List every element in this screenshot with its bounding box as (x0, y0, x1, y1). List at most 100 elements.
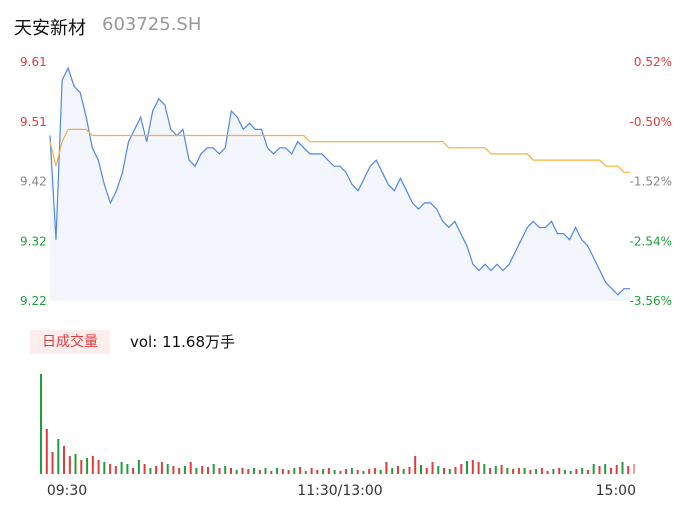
volume-bar (97, 460, 100, 474)
volume-bar (172, 466, 175, 474)
volume-bar (103, 462, 106, 474)
volume-bar (333, 470, 336, 474)
price-area (50, 68, 630, 301)
volume-bar (425, 468, 428, 474)
volume-bar (264, 468, 267, 474)
volume-readout: vol: 11.68万手 (130, 333, 235, 351)
volume-bar (494, 466, 497, 474)
volume-bar (615, 465, 618, 474)
percent-tick-label: 0.52% (634, 55, 672, 69)
volume-bar (74, 454, 77, 474)
volume-bar (598, 466, 601, 474)
time-tick-label: 09:30 (47, 483, 87, 499)
volume-bar (143, 464, 146, 474)
volume-bar (448, 469, 451, 474)
volume-bar (316, 470, 319, 474)
volume-bar (310, 468, 313, 474)
volume-bar (207, 467, 209, 474)
volume-bar (253, 468, 255, 474)
volume-bar (132, 468, 135, 474)
volume-bar (529, 470, 532, 474)
price-axis-labels: 9.61 9.51 9.42 9.32 9.22 (20, 55, 47, 308)
price-tick-label: 9.22 (20, 294, 47, 308)
volume-bar (414, 456, 417, 474)
volume-bar (523, 468, 526, 474)
volume-bar (477, 462, 480, 474)
volume-bar (241, 468, 244, 474)
volume-bar (322, 469, 325, 474)
volume-bar (535, 469, 538, 474)
volume-bar (552, 469, 555, 474)
volume-bar (379, 470, 382, 474)
volume-bar (454, 467, 457, 474)
volume-bar (63, 446, 65, 474)
time-tick-label: 11:30/13:00 (297, 483, 382, 499)
volume-bar (610, 468, 612, 474)
volume-bar (258, 470, 261, 474)
volume-bar (581, 468, 584, 474)
volume-bar (586, 470, 589, 474)
volume-bar (189, 462, 192, 474)
volume-bar (621, 462, 624, 474)
volume-bar (287, 470, 290, 474)
volume-bar (304, 471, 307, 474)
volume-bar (397, 466, 399, 474)
volume-bar (68, 456, 71, 474)
percent-tick-label: -0.50% (630, 115, 672, 129)
volume-bar (385, 462, 388, 474)
volume-bar (517, 468, 520, 474)
volume-bar (512, 469, 515, 474)
price-tick-label: 9.32 (20, 234, 47, 248)
volume-bar (431, 462, 434, 474)
time-tick-label: 15:00 (596, 483, 636, 499)
volume-bar (540, 468, 543, 474)
stock-code: 603725.SH (102, 14, 202, 35)
volume-bars (40, 374, 635, 474)
price-line (49, 66, 630, 296)
volume-bar (345, 469, 348, 474)
volume-bar (299, 467, 302, 474)
volume-bar (293, 468, 296, 474)
percent-tick-label: -2.54% (630, 234, 672, 248)
volume-bar (575, 469, 578, 474)
volume-bar (86, 458, 89, 474)
volume-bar (40, 374, 42, 474)
time-axis-labels: 09:30 11:30/13:00 15:00 (47, 483, 636, 499)
volume-bar (235, 470, 238, 474)
volume-bar (183, 466, 186, 474)
volume-bar (569, 471, 572, 474)
volume-bar (57, 439, 60, 474)
volume-bar (604, 464, 607, 474)
volume-bar (45, 429, 48, 474)
average-price-line (49, 128, 630, 173)
volume-bar (443, 468, 445, 474)
volume-bar (466, 461, 468, 474)
volume-bar (563, 470, 566, 474)
volume-bar (270, 471, 273, 474)
volume-bar (373, 468, 376, 474)
percent-tick-label: -1.52% (630, 175, 672, 189)
volume-bar (437, 466, 440, 474)
volume-bar (137, 460, 140, 474)
volume-bar (247, 469, 250, 474)
volume-bar (126, 464, 129, 474)
volume-bar (402, 469, 405, 474)
volume-tag: 日成交量 (30, 330, 110, 354)
volume-bar (558, 468, 561, 474)
price-tick-label: 9.61 (20, 55, 47, 69)
volume-bar (592, 464, 595, 474)
volume-bar (201, 466, 204, 474)
volume-bar (368, 469, 371, 474)
volume-bar (230, 468, 232, 474)
volume-bar (218, 468, 221, 474)
volume-bar (51, 452, 54, 474)
volume-bar (391, 468, 394, 474)
volume-bar (212, 464, 215, 474)
volume-bar (506, 468, 509, 474)
volume-bar (178, 468, 181, 474)
volume-bar (339, 471, 342, 474)
volume-bar (460, 464, 463, 474)
volume-bar (356, 470, 359, 474)
volume-bar (195, 468, 198, 474)
